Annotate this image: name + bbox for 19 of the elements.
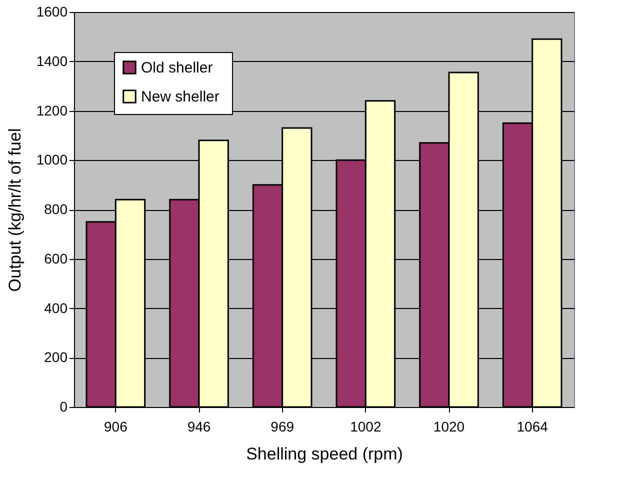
y-tick-label: 1000 bbox=[36, 152, 68, 168]
x-tick-label: 906 bbox=[104, 418, 128, 434]
x-tick-label: 1020 bbox=[433, 418, 465, 434]
y-tick-label: 800 bbox=[44, 201, 68, 217]
x-tick-label: 1002 bbox=[350, 418, 382, 434]
y-tick-label: 1200 bbox=[36, 102, 68, 118]
legend-label: Old sheller bbox=[141, 60, 213, 76]
y-tick-label: 600 bbox=[44, 250, 68, 266]
x-axis-title: Shelling speed (rpm) bbox=[246, 444, 403, 464]
y-tick-label: 1400 bbox=[36, 52, 68, 69]
y-tick-label: 200 bbox=[44, 349, 68, 366]
y-tick-label: 1600 bbox=[36, 4, 68, 20]
y-tick-label: 0 bbox=[60, 398, 68, 414]
x-tick-label: 969 bbox=[270, 418, 294, 434]
x-tick-label: 946 bbox=[187, 418, 211, 434]
x-tick-label: 1064 bbox=[516, 418, 548, 434]
legend-label: New sheller bbox=[141, 88, 220, 106]
y-axis-title: Output (kg/hr/lt of fuel bbox=[5, 128, 24, 292]
y-tick-label: 400 bbox=[44, 300, 68, 316]
